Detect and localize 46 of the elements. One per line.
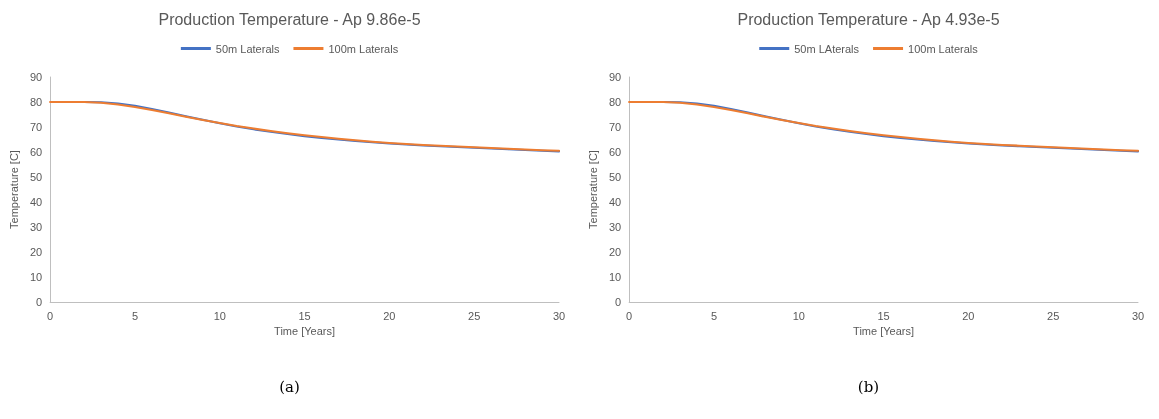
y-tick-label: 40 [29,196,43,208]
x-tick-label: 20 [383,309,396,322]
y-tick-label: 0 [615,296,622,308]
y-tick-label: 60 [608,146,622,158]
x-tick-label: 30 [552,309,566,322]
x-tick-label: 15 [877,309,890,322]
x-tick-label: 25 [1047,309,1060,322]
x-tick-label: 0 [626,309,633,322]
y-tick-label: 80 [608,96,622,108]
y-tick-label: 10 [608,271,622,283]
text: (b) [856,378,881,396]
x-tick-label: 5 [710,309,718,322]
y-tick-label: 60 [29,146,43,158]
x-tick-label: 20 [962,309,975,322]
legend-label: 100m Laterals [328,42,399,55]
chart-title: Production Temperature - Ap 9.86e-5 [158,10,421,28]
x-axis-title: Time [Years] [274,325,336,338]
y-tick-label: 50 [29,171,43,183]
x-tick-label: 15 [298,309,311,322]
y-tick-label: 30 [29,221,43,233]
y-axis-title: Temperature [C] [7,150,20,229]
legend-label: 50m LAterals [794,42,860,55]
x-tick-label: 25 [468,309,481,322]
y-tick-label: 90 [608,71,622,83]
x-tick-label: 10 [792,309,805,322]
x-tick-label: 30 [1131,309,1145,322]
y-tick-label: 70 [608,121,622,133]
y-tick-label: 70 [29,121,43,133]
y-tick-label: 10 [29,271,43,283]
x-tick-label: 10 [213,309,226,322]
y-tick-label: 20 [29,246,43,258]
y-tick-label: 40 [608,196,622,208]
y-tick-label: 50 [608,171,622,183]
y-tick-label: 0 [36,296,43,308]
y-axis-title: Temperature [C] [586,150,599,229]
text: (a) [278,378,301,396]
legend-label: 100m Laterals [908,42,979,55]
x-tick-label: 5 [131,309,139,322]
y-tick-label: 80 [29,96,43,108]
y-tick-label: 90 [29,71,43,83]
x-tick-label: 0 [47,309,54,322]
chart-title: Production Temperature - Ap 4.93e-5 [737,10,1000,28]
y-tick-label: 20 [608,246,622,258]
y-tick-label: 30 [608,221,622,233]
x-axis-title: Time [Years] [853,325,915,338]
legend-label: 50m Laterals [215,42,280,55]
